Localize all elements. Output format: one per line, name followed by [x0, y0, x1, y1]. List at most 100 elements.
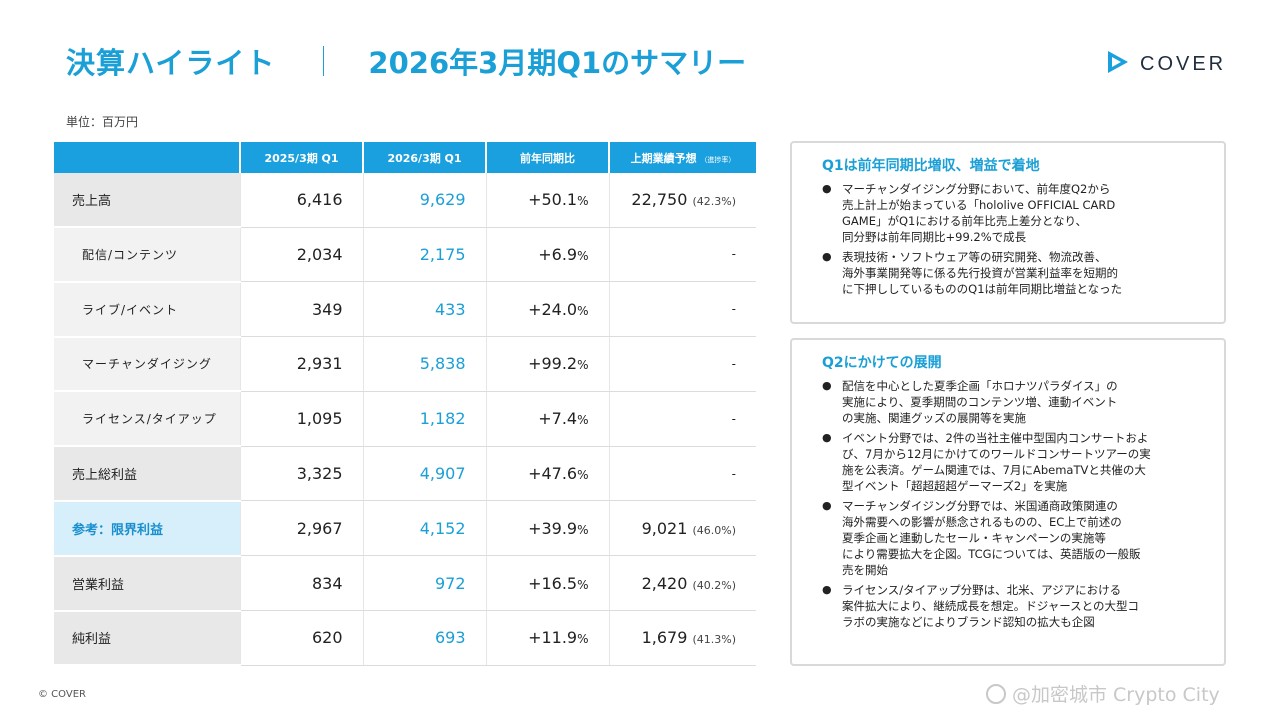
bullet-item: ● イベント分野では、2件の当社主催中型国内コンサートおよ び、7月から12月にかけ…	[822, 430, 1208, 494]
yoy-percent-sign: %	[577, 248, 589, 263]
bullet-line: に下押ししているもののQ1は前年同期比増益となった	[842, 282, 1123, 296]
cur-value: 1,182	[363, 391, 487, 447]
bullet-dot-icon: ●	[822, 431, 832, 444]
prev-value: 3,325	[240, 446, 364, 502]
yoy-number: +11.9	[528, 628, 578, 648]
bullet-line: ライセンス/タイアップ分野は、北米、アジアにおける	[842, 583, 1122, 597]
bullet-line: 売を開始	[842, 563, 888, 577]
yoy-value: +16.5%	[486, 555, 610, 612]
box-title: Q1は前年同期比増収、増益で着地	[822, 158, 1040, 174]
header-cell-label	[54, 142, 241, 173]
prev-value: 2,967	[240, 500, 364, 557]
yoy-value: +6.9%	[486, 227, 610, 283]
progress-rate: (46.0%)	[692, 523, 736, 537]
table-row: 売上高 6,416 9,629 +50.1% 22,750 (42.3%)	[54, 173, 756, 228]
forecast-number: -	[731, 466, 736, 481]
bullet-line: び、7月から12月にかけてのワールドコンサートツアーの実	[842, 447, 1151, 461]
yoy-percent-sign: %	[577, 577, 589, 592]
table-row: 営業利益 834 972 +16.5% 2,420 (40.2%)	[54, 555, 756, 612]
financial-table: 2025/3期 Q1 2026/3期 Q1 前年同期比 上期業績予想 （進捗率）…	[54, 142, 756, 667]
forecast-value: 1,679 (41.3%)	[609, 610, 756, 666]
forecast-value: 9,021 (46.0%)	[609, 500, 756, 557]
table-row: ライブ/イベント 349 433 +24.0% -	[54, 281, 756, 338]
bullet-line: 施を公表済。ゲーム関連では、7月にAbemaTVと共催の大	[842, 463, 1146, 477]
watermark: @加密城市 Crypto City	[986, 680, 1220, 707]
yoy-value: +99.2%	[486, 336, 610, 392]
page-subtitle: 2026年3月期Q1のサマリー	[368, 46, 747, 80]
row-label: マーチャンダイジング	[54, 336, 241, 393]
forecast-number: 1,679	[641, 628, 688, 648]
yoy-value: +47.6%	[486, 446, 610, 502]
yoy-number: +47.6	[528, 464, 578, 484]
yoy-value: +24.0%	[486, 281, 610, 338]
forecast-header-label: 上期業績予想	[630, 151, 697, 165]
row-label: 配信/コンテンツ	[54, 227, 241, 283]
watermark-text: @加密城市 Crypto City	[1012, 684, 1220, 706]
yoy-value: +7.4%	[486, 391, 610, 447]
yoy-percent-sign: %	[577, 358, 589, 373]
prev-value: 1,095	[240, 391, 364, 447]
page-title: 決算ハイライト	[66, 46, 276, 80]
table-row: ライセンス/タイアップ 1,095 1,182 +7.4% -	[54, 391, 756, 448]
yoy-percent-sign: %	[577, 194, 589, 209]
cur-value: 4,152	[363, 500, 487, 557]
bullet-line: 表現技術・ソフトウェア等の研究開発、物流改善、	[842, 250, 1107, 264]
bullet-line: マーチャンダイジング分野では、米国通商政策関連の	[842, 499, 1118, 513]
summary-box-q2: Q2にかけての展開 ● 配信を中心とした夏季企画「ホロナツパラダイス」の 実施により…	[790, 338, 1226, 666]
bullet-item: ● ライセンス/タイアップ分野は、北米、アジアにおける 案件拡大により、継続成長を想…	[822, 582, 1208, 630]
bullet-line: 配信を中心とした夏季企画「ホロナツパラダイス」の	[842, 379, 1118, 393]
forecast-header-note: （進捗率）	[700, 155, 736, 164]
progress-rate: (40.2%)	[692, 578, 736, 592]
forecast-value: -	[609, 227, 756, 283]
bullet-dot-icon: ●	[822, 499, 832, 512]
row-label: 売上高	[54, 173, 241, 228]
bullet-line: 実施により、夏季期間のコンテンツ増、連動イベント	[842, 395, 1118, 409]
yoy-number: +7.4	[538, 409, 578, 429]
forecast-number: 22,750	[631, 190, 688, 210]
yoy-number: +6.9	[538, 244, 578, 264]
box-title: Q2にかけての展開	[822, 355, 942, 371]
cur-value: 4,907	[363, 446, 487, 502]
bullet-line: 案件拡大により、継続成長を想定。ドジャースとの大型コ	[842, 599, 1140, 613]
table-header-row: 2025/3期 Q1 2026/3期 Q1 前年同期比 上期業績予想 （進捗率）	[54, 142, 756, 173]
bullet-list: ● マーチャンダイジング分野において、前年度Q2から 売上計上が始まっている「hol…	[822, 181, 1208, 297]
bullet-item: ● マーチャンダイジング分野において、前年度Q2から 売上計上が始まっている「hol…	[822, 181, 1208, 245]
bullet-line: により需要拡大を企図。TCGについては、英語版の一般販	[842, 547, 1141, 561]
forecast-number: -	[731, 247, 736, 262]
prev-value: 2,931	[240, 336, 364, 392]
bullet-line: の実施、関連グッズの展開等を実施	[842, 411, 1026, 425]
prev-value: 2,034	[240, 227, 364, 283]
cover-play-icon	[1104, 48, 1132, 80]
cur-value: 433	[363, 281, 487, 338]
unit-label: 単位：百万円	[66, 115, 139, 129]
forecast-value: -	[609, 391, 756, 447]
yoy-number: +50.1	[528, 190, 578, 210]
title-divider	[323, 46, 325, 76]
table-row: 参考：限界利益 2,967 4,152 +39.9% 9,021 (46.0%)	[54, 500, 756, 557]
prev-value: 620	[240, 610, 364, 666]
prev-value: 6,416	[240, 173, 364, 228]
bullet-item: ● 配信を中心とした夏季企画「ホロナツパラダイス」の 実施により、夏季期間のコンテン…	[822, 378, 1208, 426]
row-label: 営業利益	[54, 555, 241, 612]
row-label: 売上総利益	[54, 446, 241, 502]
bullet-line: マーチャンダイジング分野において、前年度Q2から	[842, 182, 1111, 196]
forecast-value: 2,420 (40.2%)	[609, 555, 756, 612]
table-row: マーチャンダイジング 2,931 5,838 +99.2% -	[54, 336, 756, 393]
row-label: ライブ/イベント	[54, 281, 241, 338]
row-label: 純利益	[54, 610, 241, 667]
forecast-value: -	[609, 446, 756, 502]
header-cell-cur: 2026/3期 Q1	[363, 142, 487, 173]
forecast-number: -	[731, 356, 736, 371]
bullet-line: GAME」がQ1における前年比売上差分となり、	[842, 214, 1088, 228]
yoy-value: +11.9%	[486, 610, 610, 666]
watermark-icon	[986, 683, 1006, 704]
yoy-number: +99.2	[528, 354, 578, 374]
row-label: ライセンス/タイアップ	[54, 391, 241, 448]
forecast-value: -	[609, 281, 756, 338]
yoy-percent-sign: %	[577, 303, 589, 318]
yoy-number: +16.5	[528, 573, 578, 593]
yoy-percent-sign: %	[577, 413, 589, 428]
yoy-value: +50.1%	[486, 173, 610, 228]
bullet-line: 同分野は前年同期比+99.2%で成長	[842, 230, 1027, 244]
bullet-dot-icon: ●	[822, 182, 832, 195]
